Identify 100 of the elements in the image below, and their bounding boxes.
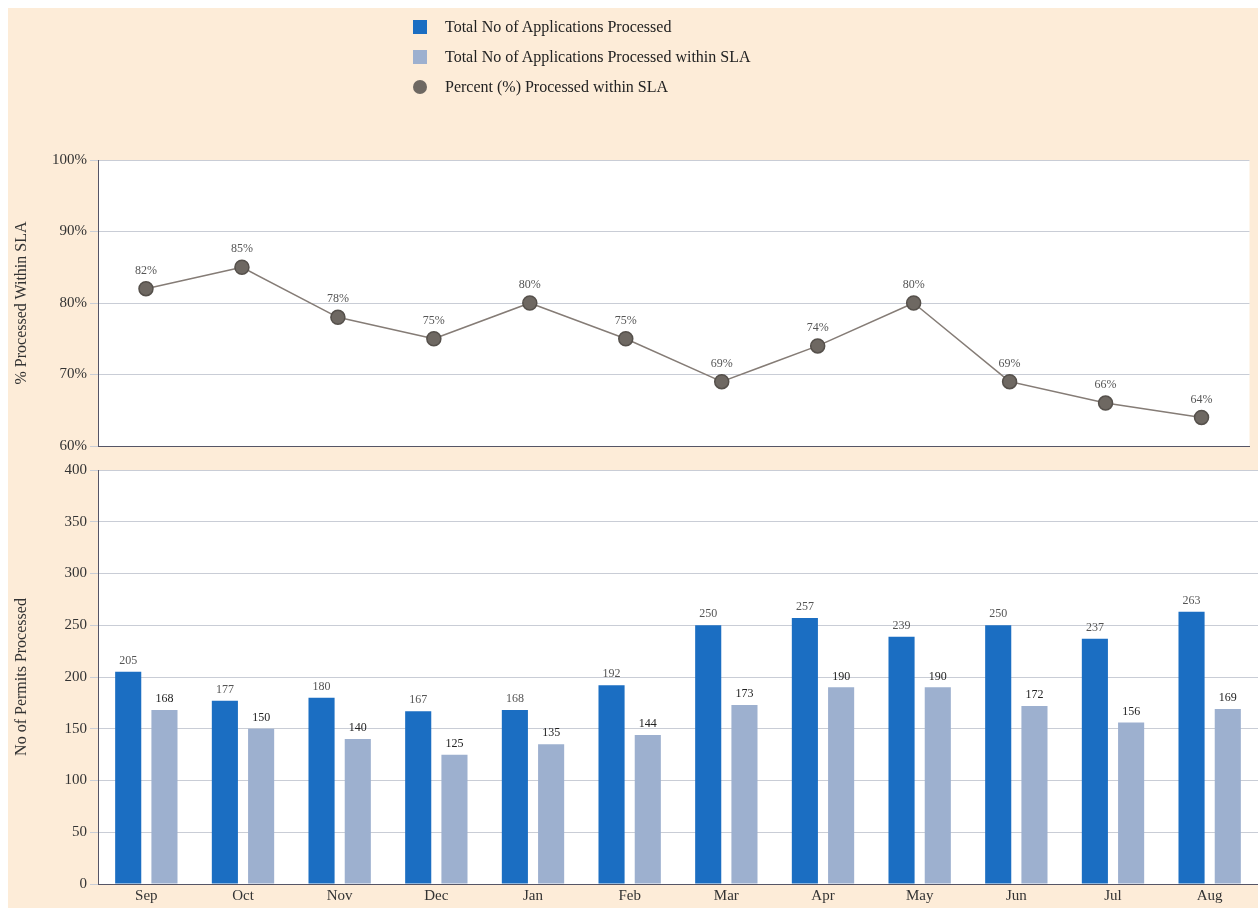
x-tick-label: May [905,886,934,903]
bar [211,700,238,884]
bar [501,710,528,884]
y-axis-title: % Processed Within SLA [11,221,29,385]
x-tick-label: Jul [1104,886,1122,903]
data-label: 177 [215,681,234,696]
x-tick-label: Jun [1005,886,1028,903]
y-axis-title: No of Permits Processed [11,598,29,756]
bar [634,734,661,884]
y-tick-label: 70% [59,365,87,382]
legend-label: Total No of Applications Processed within SLA [445,48,751,66]
bar [924,687,951,884]
data-label: 85% [230,241,253,256]
data-label: 75% [422,312,445,327]
bar [405,711,432,884]
data-label: 69% [710,355,733,370]
data-label: 250 [989,606,1008,621]
point [330,309,346,326]
data-label: 66% [1094,377,1117,392]
data-label: 257 [795,599,814,614]
bar [695,625,722,884]
x-tick-label: Oct [232,886,255,903]
bar [985,625,1012,884]
bar [1214,709,1241,884]
data-label: 167 [409,692,428,707]
data-label: 80% [902,277,925,292]
y-tick-label: 300 [64,564,87,581]
bar [248,728,275,884]
data-label: 80% [518,277,541,292]
bar [344,739,371,884]
point [234,259,250,275]
x-tick-label: Aug [1196,886,1224,903]
bar [828,687,855,884]
bar [1081,638,1108,884]
y-tick-label: 90% [59,222,87,239]
data-label: 140 [348,720,367,735]
point [1193,409,1210,426]
x-tick-label: Apr [811,886,835,903]
legend-label: Total No of Applications Processed [445,18,672,36]
data-label: 168 [155,691,174,706]
data-label: 75% [614,312,637,327]
bar [888,636,915,884]
data-label: 190 [832,668,851,683]
bar [308,697,335,884]
point [809,338,826,354]
point [1097,395,1114,411]
data-label: 69% [998,355,1021,370]
data-label: 74% [806,320,829,335]
point [522,295,538,311]
data-label: 82% [134,262,157,277]
data-label: 144 [638,716,657,731]
point [713,373,730,390]
y-tick-label: 80% [59,293,87,310]
bar [1178,611,1205,884]
data-label: 192 [602,666,621,681]
data-label: 168 [505,691,524,706]
point [426,331,442,347]
data-label: 172 [1025,687,1044,702]
y-tick-label: 150 [64,719,87,736]
bar [731,704,758,884]
y-tick-label: 350 [64,512,87,529]
bar [791,618,818,884]
data-label: 135 [542,725,561,740]
point [905,295,922,311]
data-label: 239 [892,617,911,632]
x-tick-label: Dec [424,886,449,903]
bar [151,710,178,884]
bar [441,754,468,884]
bar [1021,705,1048,884]
bar [115,671,142,884]
bar [538,744,565,884]
legend-label: Percent (%) Processed within SLA [445,78,669,96]
bar [598,685,625,884]
data-label: 205 [119,652,138,667]
point [138,280,154,297]
y-tick-label: 0 [79,874,87,891]
data-label: 64% [1190,391,1213,406]
x-tick-label: Sep [135,886,158,903]
data-label: 190 [928,668,947,683]
y-tick-label: 100 [64,771,87,788]
data-label: 169 [1218,690,1237,705]
bar [1118,722,1145,884]
y-tick-label: 400 [64,460,87,477]
y-tick-label: 60% [59,436,87,453]
x-tick-label: Jan [523,886,544,903]
y-tick-label: 50 [72,823,87,840]
data-label: 125 [445,735,464,750]
data-label: 78% [326,291,349,306]
data-label: 180 [312,678,331,693]
y-tick-label: 200 [64,667,87,684]
data-label: 150 [252,709,271,724]
y-tick-label: 100% [52,150,87,167]
x-tick-label: Mar [713,886,739,903]
data-label: 263 [1182,592,1201,607]
data-label: 156 [1122,703,1141,718]
x-tick-label: Nov [326,886,354,903]
data-label: 250 [699,606,718,621]
data-label: 237 [1085,619,1104,634]
point [1001,373,1018,390]
data-label: 173 [735,686,754,701]
